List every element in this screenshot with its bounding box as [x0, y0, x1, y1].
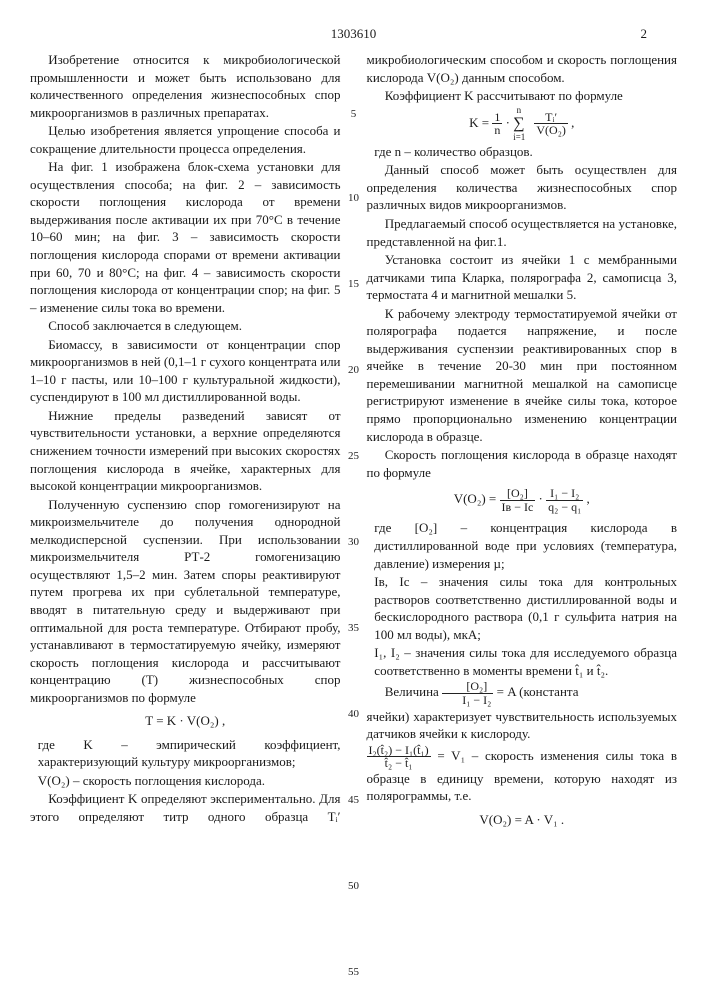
formula: K = 1 n · n ∑ i=1 Tᵢ′ V(O₂) ,: [367, 111, 678, 137]
sum-upper: n: [513, 104, 524, 116]
denominator: n: [492, 124, 502, 137]
paragraph: Установка состоит из ячейки 1 с мембранн…: [367, 251, 678, 304]
fraction: [O₂] Iв − Iс: [500, 487, 536, 513]
line-number: 50: [345, 879, 363, 894]
text: ,: [587, 491, 590, 506]
formula: V(O₂) = A · V₁ .: [367, 811, 678, 829]
fraction: 1 n: [492, 111, 502, 137]
text: ·: [506, 115, 514, 130]
paragraph: Биомассу, в зависимости от концентрации …: [30, 336, 341, 406]
numerator: I₁ − I₂: [546, 487, 583, 501]
page-header: 1303610 2: [30, 25, 677, 41]
paragraph: Скорость поглощения кислорода в образце …: [367, 446, 678, 481]
paragraph: Целью изобретения является упрощение спо…: [30, 122, 341, 157]
paragraph: Изобретение относится к микробиологическ…: [30, 51, 341, 121]
fraction: I₂(t̂₂) − I₁(t̂₁) t̂₂ − t̂₁: [367, 744, 431, 770]
formula: V(O₂) = [O₂] Iв − Iс · I₁ − I₂ q₂ − q₁ ,: [367, 487, 678, 513]
paragraph: На фиг. 1 изображена блок-схема установк…: [30, 158, 341, 316]
text: Величина: [385, 684, 442, 699]
where-clause: I₁, I₂ – значения силы тока для исследуе…: [374, 644, 677, 679]
page-number: 2: [641, 25, 648, 43]
where-clause: где K – эмпирический коэффициент, характ…: [38, 736, 341, 771]
denominator: Iв − Iс: [500, 501, 536, 514]
page: 1303610 2 510152025303540455055 Изобрете…: [30, 25, 677, 830]
text: K =: [469, 115, 492, 130]
sum-lower: i=1: [513, 131, 524, 143]
numerator: [O₂]: [442, 680, 493, 694]
fraction: [O₂] I₁ − I₂: [442, 680, 493, 706]
paragraph: Величина [O₂] I₁ − I₂ = A (константа: [367, 680, 678, 706]
text: ,: [571, 115, 574, 130]
line-number: 55: [345, 965, 363, 980]
text: = A (константа: [497, 684, 579, 699]
paragraph: Коэффициент K рассчитывают по формуле: [367, 87, 678, 105]
where-clause: Iв, Iс – значения силы тока для контроль…: [374, 573, 677, 643]
fraction: I₁ − I₂ q₂ − q₁: [546, 487, 583, 513]
where-clause: V(O₂) – скорость поглощения кислорода.: [38, 772, 341, 790]
paragraph: Нижние пределы разведений зависят от чув…: [30, 407, 341, 495]
numerator: Tᵢ′: [534, 111, 568, 125]
paragraph: I₂(t̂₂) − I₁(t̂₁) t̂₂ − t̂₁ = V₁ – скоро…: [367, 744, 678, 805]
where-clause: где [O₂] – концентрация кислорода в дист…: [374, 519, 677, 572]
paragraph: Предлагаемый способ осуществляется на ус…: [367, 215, 678, 250]
patent-number: 1303610: [331, 25, 377, 43]
numerator: [O₂]: [500, 487, 536, 501]
sum-symbol: n ∑ i=1: [513, 113, 524, 135]
denominator: I₁ − I₂: [442, 694, 493, 707]
paragraph: К рабочему электроду термостатируемой яч…: [367, 305, 678, 445]
formula: T = K · V(O₂) ,: [30, 712, 341, 730]
two-column-body: Изобретение относится к микробиологическ…: [30, 51, 677, 830]
paragraph: Полученную суспензию спор гомогенизируют…: [30, 496, 341, 707]
paragraph: Способ заключается в следующем.: [30, 317, 341, 335]
denominator: V(O₂): [534, 124, 568, 137]
numerator: I₂(t̂₂) − I₁(t̂₁): [367, 744, 431, 758]
text: ·: [539, 491, 547, 506]
text: V(O₂) =: [454, 491, 500, 506]
where-clause: где n – количество образцов.: [374, 143, 677, 161]
paragraph: Данный способ может быть осуществлен для…: [367, 161, 678, 214]
denominator: q₂ − q₁: [546, 501, 583, 514]
denominator: t̂₂ − t̂₁: [367, 757, 431, 770]
numerator: 1: [492, 111, 502, 125]
fraction: Tᵢ′ V(O₂): [534, 111, 568, 137]
paragraph: ячейки) характеризует чувствительность и…: [367, 708, 678, 743]
sigma-icon: ∑: [513, 115, 524, 132]
